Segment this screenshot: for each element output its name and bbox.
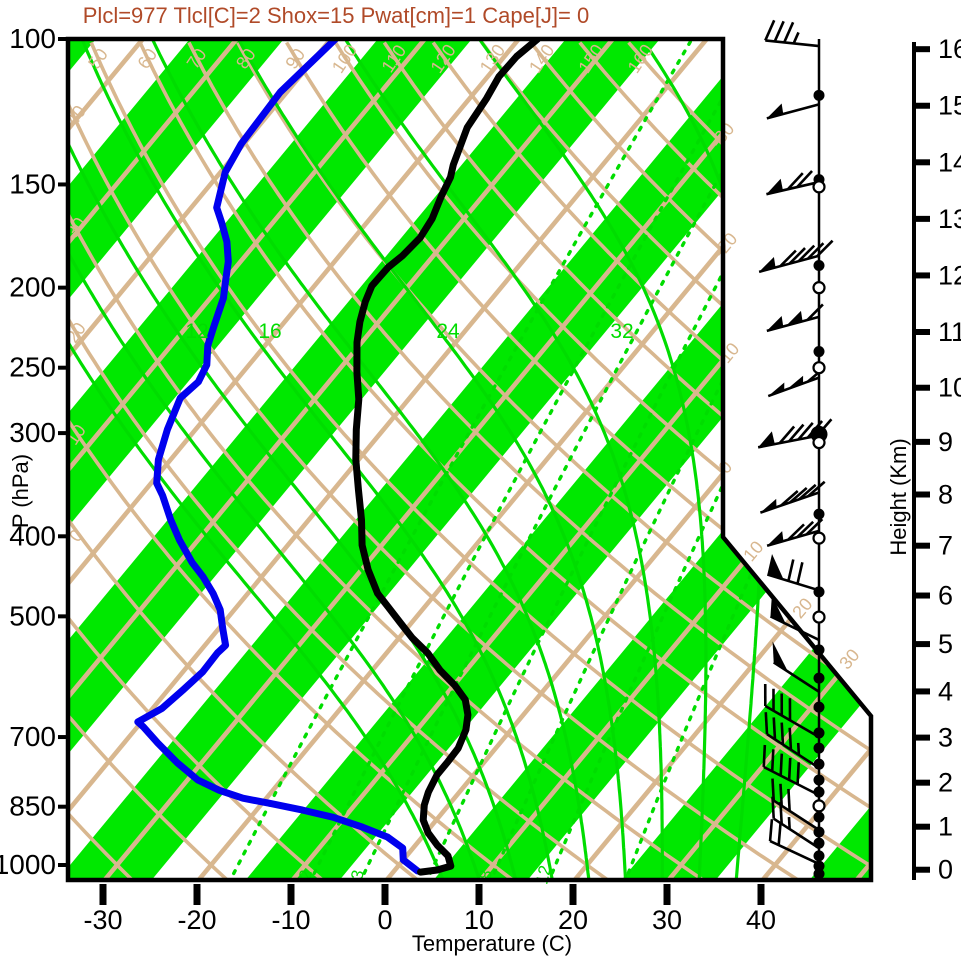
observation-level-open-dot xyxy=(812,281,826,295)
observation-level-dot xyxy=(813,837,825,849)
plot-area xyxy=(68,39,871,880)
pressure-axis-title: P (hPa) xyxy=(8,453,33,529)
height-tick-label: 15 xyxy=(938,91,961,121)
observation-level-dot xyxy=(813,758,825,770)
temperature-tick-label: -20 xyxy=(177,905,216,935)
temperature-axis: -30 -20 -10 0 10 20 30 40 xyxy=(83,884,776,935)
pressure-tick-label: 300 xyxy=(9,417,56,448)
pressure-tick-label: 200 xyxy=(9,272,56,303)
wind-barb xyxy=(766,170,820,196)
observation-level-dot xyxy=(813,860,825,872)
height-tick-label: 5 xyxy=(938,629,953,659)
wind-barb xyxy=(759,480,826,514)
observation-level-open-dot xyxy=(812,435,826,450)
observation-level-dot xyxy=(813,259,825,271)
pressure-axis: 100 150 200 250 300 400 500 700 850 1000 xyxy=(0,23,68,880)
pressure-tick-label: 150 xyxy=(9,168,56,199)
grid-label: 0 xyxy=(715,457,737,478)
observation-level-dot xyxy=(813,644,825,656)
temperature-tick-label: 20 xyxy=(558,905,588,935)
observation-level-dot xyxy=(813,811,825,823)
pressure-tick-label: 250 xyxy=(9,352,56,383)
height-axis-title: Height (Km) xyxy=(886,438,911,556)
pressure-tick-label: 400 xyxy=(9,520,56,551)
wind-barb xyxy=(762,744,820,797)
wind-barb-column xyxy=(757,19,834,880)
wind-barb xyxy=(763,684,820,739)
grid-label: 12 xyxy=(532,864,555,886)
observation-level-dot xyxy=(813,850,825,862)
grid-label: 50 xyxy=(84,45,112,73)
observation-level-open-dot xyxy=(812,180,826,194)
wind-barb xyxy=(766,518,824,548)
grid-label: 30 xyxy=(835,645,863,673)
dewpoint-profile-curve xyxy=(134,39,422,875)
observation-level-dot xyxy=(813,826,825,838)
height-tick-label: 10 xyxy=(938,373,961,403)
height-tick-label: 14 xyxy=(938,147,961,177)
observation-level-open-dot xyxy=(812,610,826,624)
moist-adiabat-label: 24 xyxy=(436,320,460,343)
observation-level-open-dot xyxy=(812,799,826,813)
wind-barb xyxy=(768,819,820,866)
height-tick-label: 13 xyxy=(938,204,961,234)
wind-barb xyxy=(766,303,824,333)
temperature-tick-label: 0 xyxy=(377,905,392,935)
pressure-tick-label: 1000 xyxy=(0,849,56,880)
observation-level-open-dot xyxy=(812,531,826,545)
height-tick-label: 12 xyxy=(938,260,961,290)
chart-title: Plcl=977 Tlcl[C]=2 Shox=15 Pwat[cm]=1 Ca… xyxy=(82,3,590,28)
observation-level-open-dot xyxy=(812,361,826,375)
moist-adiabat-label: 12 xyxy=(185,320,208,343)
temperature-tick-label: 10 xyxy=(464,905,494,935)
observation-level-dot xyxy=(813,727,825,739)
height-tick-label: 7 xyxy=(938,531,953,561)
height-tick-label: 6 xyxy=(938,581,953,611)
wind-barb xyxy=(766,103,820,120)
observation-level-dot xyxy=(813,786,825,798)
observation-level-dot xyxy=(813,672,825,684)
observation-level-dot xyxy=(813,742,825,754)
height-tick-label: 16 xyxy=(938,34,961,64)
temperature-tick-label: 30 xyxy=(652,905,682,935)
observation-level-dot xyxy=(813,346,825,358)
pressure-tick-label: 100 xyxy=(9,23,56,54)
moist-adiabat-label: 32 xyxy=(610,320,633,343)
height-tick-label: 1 xyxy=(938,812,953,842)
height-tick-label: 8 xyxy=(938,479,953,509)
wind-barb xyxy=(769,595,820,642)
temperature-tick-label: -30 xyxy=(83,905,122,935)
temperature-tick-label: -10 xyxy=(271,905,310,935)
height-tick-label: 4 xyxy=(938,676,953,706)
pressure-tick-label: 700 xyxy=(9,721,56,752)
wind-barb xyxy=(758,239,834,274)
plot-border xyxy=(65,36,874,883)
height-tick-label: 9 xyxy=(938,427,953,457)
pressure-tick-label: 500 xyxy=(9,600,56,631)
observation-level-dot xyxy=(813,701,825,713)
moist-adiabat-label: 16 xyxy=(258,320,281,343)
temperature-profile-curve xyxy=(352,39,542,876)
observation-level-dot xyxy=(813,586,825,598)
height-tick-label: 3 xyxy=(938,723,953,753)
observation-level-dot xyxy=(813,89,825,101)
observation-level-dot xyxy=(813,868,825,880)
wind-barb xyxy=(772,641,820,693)
observation-level-dot xyxy=(813,508,825,520)
wind-barb xyxy=(764,712,820,770)
height-tick-label: 2 xyxy=(938,768,953,798)
observation-level-dot xyxy=(813,774,825,786)
temperature-axis-title: Temperature (C) xyxy=(411,931,573,956)
temperature-tick-label: 40 xyxy=(746,905,776,935)
height-tick-label: 11 xyxy=(938,317,961,347)
wind-barb xyxy=(766,554,820,592)
height-tick-label: 0 xyxy=(938,855,953,885)
pressure-tick-label: 850 xyxy=(9,791,56,822)
wind-barb xyxy=(764,19,820,48)
